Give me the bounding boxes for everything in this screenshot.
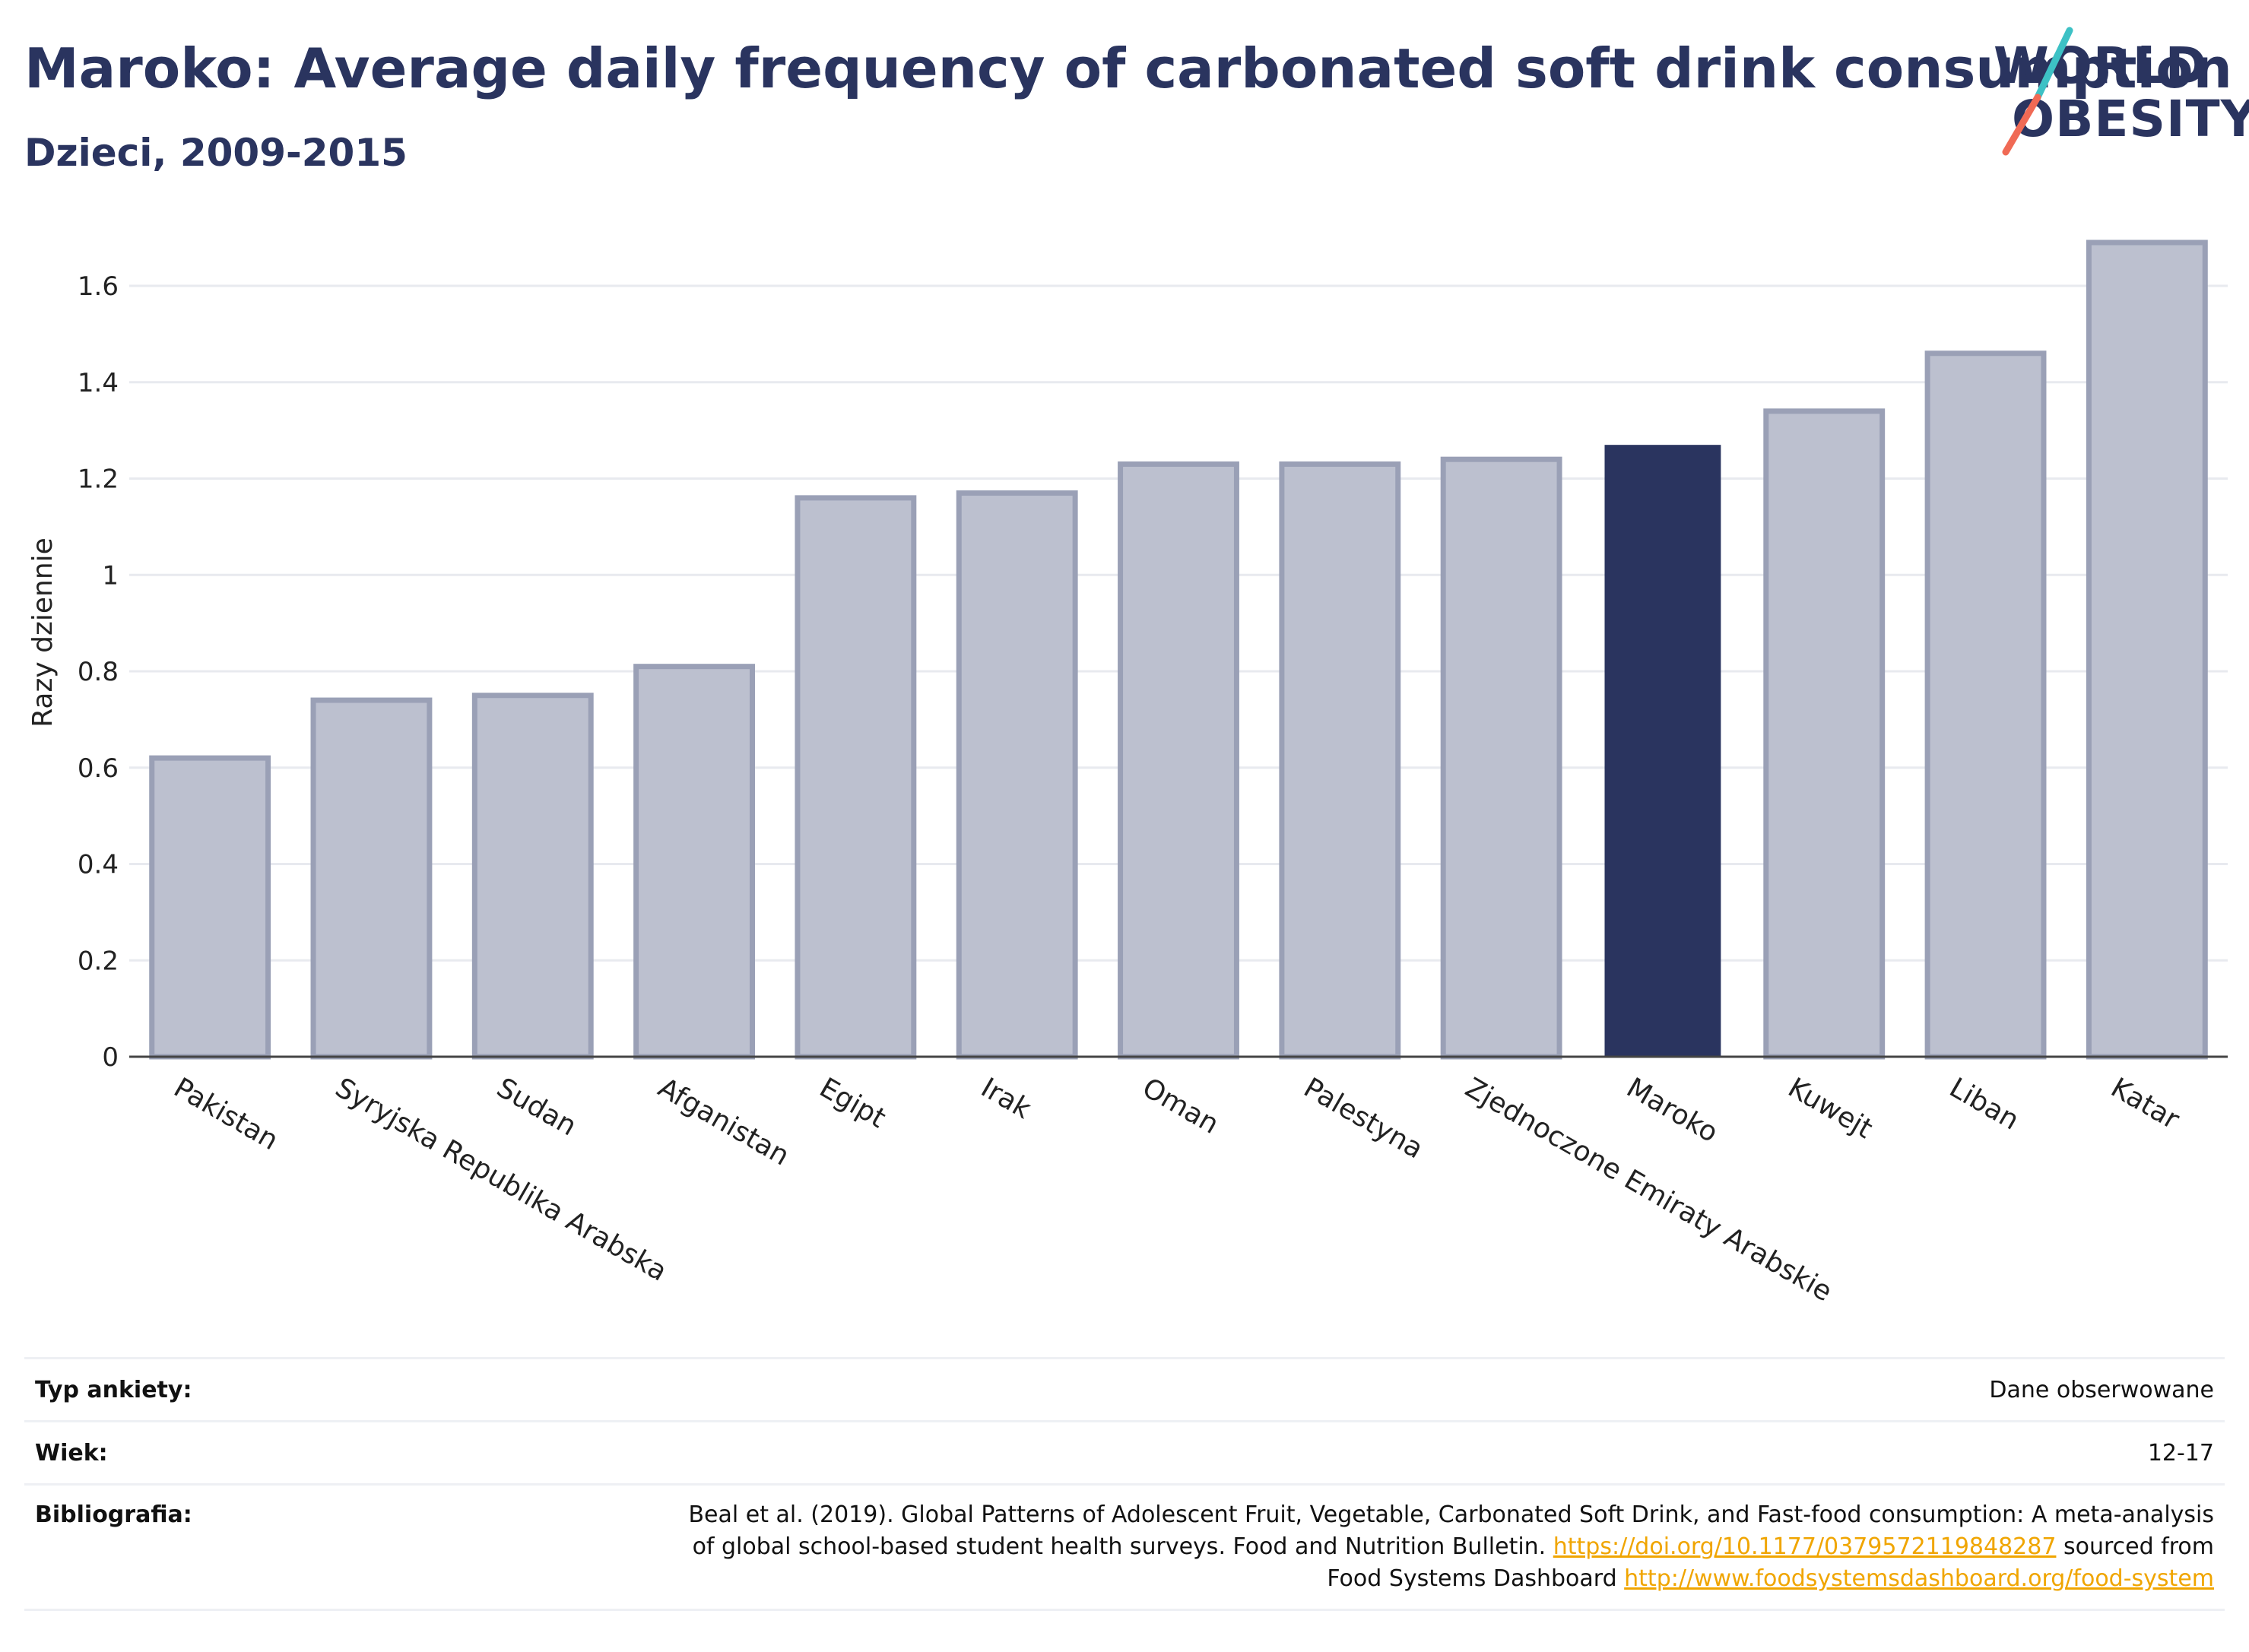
survey-type-label: Typ ankiety: <box>35 1376 192 1403</box>
y-tick-label: 0.2 <box>78 946 119 976</box>
food-systems-link[interactable]: http://www.foodsystemsdashboard.org/food… <box>1624 1565 2214 1592</box>
x-tick-label: Oman <box>1137 1072 1224 1140</box>
y-axis-title: Razy dziennie <box>27 537 59 728</box>
y-tick-label: 0.8 <box>78 657 119 687</box>
logo-word-world: WORLD <box>1994 36 2208 95</box>
logo-word-obesity: OBESITY <box>2012 90 2249 148</box>
y-tick-label: 1 <box>102 560 119 591</box>
bar-zjednoczone-emiraty-arabskie <box>1440 456 1562 1060</box>
bibliography-value: Beal et al. (2019). Global Patterns of A… <box>688 1499 2225 1595</box>
bar-afganistan <box>633 664 756 1060</box>
bibliography-text-2: of global school-based student health su… <box>692 1533 1553 1560</box>
y-tick-label: 1.6 <box>78 271 119 302</box>
bibliography-row: Bibliografia: Beal et al. (2019). Global… <box>24 1483 2225 1611</box>
y-tick-label: 1.4 <box>78 368 119 398</box>
age-row: Wiek: 12-17 <box>24 1420 2225 1483</box>
bar-syryjska-republika-arabska <box>310 697 433 1060</box>
bar-irak <box>956 490 1078 1060</box>
y-tick-label: 1.2 <box>78 465 119 495</box>
bar-palestyna <box>1279 461 1401 1060</box>
bar-liban <box>1924 350 2047 1060</box>
bibliography-text-3: sourced from <box>2056 1533 2214 1560</box>
bar-egipt <box>795 495 917 1060</box>
survey-type-row: Typ ankiety: Dane obserwowane <box>24 1357 2225 1420</box>
bar-chart: 0 0.2 0.4 0.6 0.8 1 1.2 1.4 1.6 Pakistan Syryjska… <box>27 239 2228 1308</box>
doi-link[interactable]: https://doi.org/10.1177/0379572119848287 <box>1553 1533 2057 1560</box>
survey-type-value: Dane obserwowane <box>1989 1376 2214 1403</box>
bibliography-label: Bibliografia: <box>35 1501 192 1528</box>
bar-kuwejt <box>1763 408 1886 1060</box>
bibliography-text-4: Food Systems Dashboard <box>1327 1565 1625 1592</box>
bars <box>149 239 2208 1060</box>
age-label: Wiek: <box>35 1439 108 1467</box>
x-tick-label: Pakistan <box>169 1072 284 1156</box>
age-value: 12-17 <box>2147 1439 2214 1467</box>
x-tick-label: Afganistan <box>653 1072 795 1172</box>
x-tick-label: Katar <box>2105 1072 2184 1136</box>
metadata-table: Typ ankiety: Dane obserwowane Wiek: 12-1… <box>24 1357 2225 1611</box>
world-obesity-logo: WORLD OBESITY <box>1984 23 2249 160</box>
x-tick-label: Sudan <box>491 1072 582 1142</box>
chart-title: Maroko: Average daily frequency of carbo… <box>24 36 2232 100</box>
x-tick-label: Egipt <box>814 1072 891 1134</box>
x-tick-label: Kuwejt <box>1783 1072 1878 1145</box>
logo-slash-icon <box>2002 27 2073 156</box>
chart-subtitle: Dzieci, 2009-2015 <box>24 131 408 175</box>
x-tick-label: Irak <box>975 1072 1036 1125</box>
bar-maroko <box>1604 445 1721 1057</box>
y-tick-label: 0.4 <box>78 850 119 880</box>
y-tick-label: 0 <box>102 1042 119 1073</box>
bar-katar <box>2086 239 2208 1060</box>
bar-pakistan <box>149 755 271 1060</box>
bar-sudan <box>471 693 594 1060</box>
x-tick-label: Maroko <box>1621 1072 1723 1149</box>
bibliography-text-1: Beal et al. (2019). Global Patterns of A… <box>688 1501 2214 1528</box>
bar-oman <box>1118 461 1239 1060</box>
y-tick-label: 0.6 <box>78 753 119 784</box>
x-tick-label: Liban <box>1944 1072 2024 1136</box>
x-tick-label: Palestyna <box>1299 1072 1429 1165</box>
y-axis-ticks: 0 0.2 0.4 0.6 0.8 1 1.2 1.4 1.6 <box>78 271 119 1073</box>
